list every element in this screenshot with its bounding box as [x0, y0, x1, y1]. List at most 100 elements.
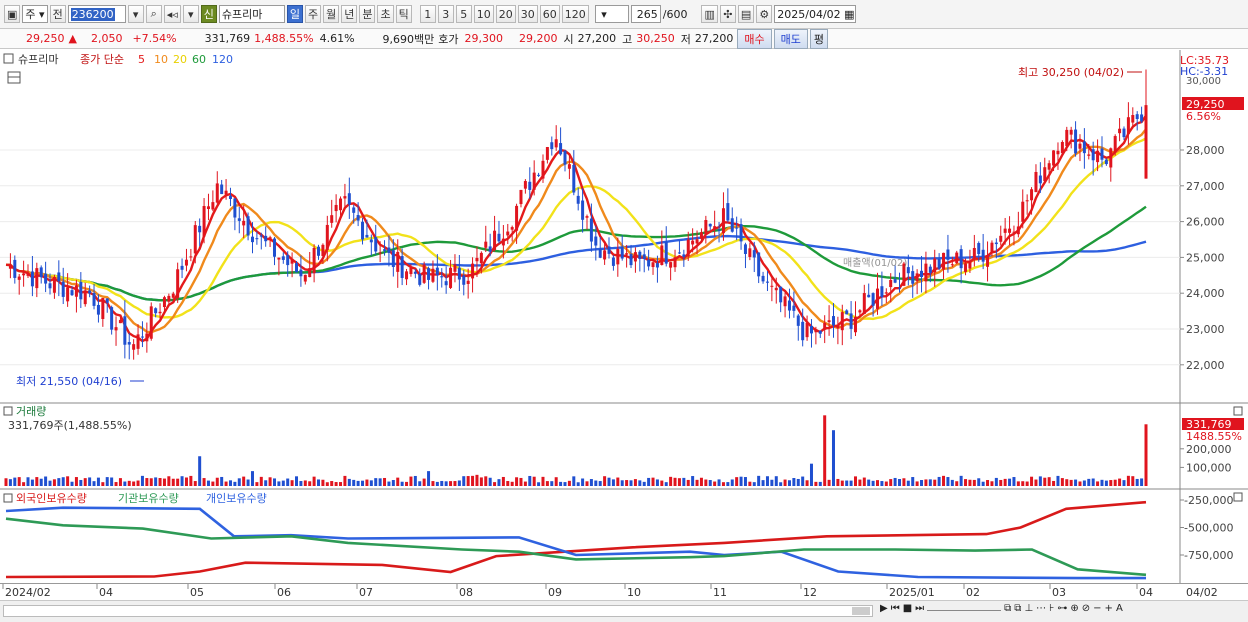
volume-bar [735, 477, 739, 486]
candle-body [981, 249, 985, 262]
stop-icon[interactable]: ■ [902, 603, 913, 614]
volume-bar [972, 479, 976, 486]
scrollbar-thumb[interactable] [852, 607, 870, 615]
interval-select[interactable]: ▾ [594, 5, 629, 23]
save-icon[interactable]: ▤ [737, 5, 755, 23]
period-button-2[interactable]: 월 [323, 5, 340, 23]
volume-bar [761, 480, 765, 486]
volume-bar [488, 477, 492, 486]
volume-bar [1052, 480, 1056, 486]
candle-body [277, 257, 281, 260]
font-size-icon[interactable]: A [1115, 603, 1123, 614]
candle-body [497, 233, 501, 242]
candle-body [906, 267, 910, 274]
candle-body [272, 238, 276, 257]
search-icon[interactable]: ⌕ [145, 5, 162, 23]
crosshair-icon[interactable]: ✣ [719, 5, 736, 23]
interval-button-1[interactable]: 1 [419, 5, 436, 23]
scroll-right-icon[interactable]: ▶ [880, 603, 888, 614]
volume-bar [317, 479, 321, 486]
volume-bar [699, 477, 703, 486]
split-icon[interactable]: ⧉ [1004, 603, 1012, 614]
code-input[interactable]: 236200 [67, 5, 126, 23]
price-tick-label: 27,000 [1186, 180, 1225, 193]
zoom-slider[interactable] [927, 610, 1002, 611]
candle-body [1021, 201, 1025, 222]
candle-body [158, 311, 162, 314]
interval-button-120[interactable]: 120 [561, 5, 589, 23]
candle-body [167, 295, 171, 302]
candle-body [915, 273, 919, 282]
range-icon[interactable]: ⊶ [1057, 603, 1068, 614]
layout-icon[interactable]: ▣ [4, 5, 21, 23]
interval-button-20[interactable]: 20 [495, 5, 516, 23]
volume-bar [792, 478, 796, 486]
hoga-label: 호가 [438, 32, 459, 46]
gear-icon[interactable]: ⚙ [756, 5, 773, 23]
lines-icon[interactable]: ⋯ [1036, 603, 1047, 614]
candle-body [1131, 115, 1135, 123]
candle-body [1047, 163, 1051, 170]
stock-chart[interactable]: 28,000 27,000 26,000 25,000 24,000 23,000 22,0… [0, 50, 1248, 583]
date-input[interactable]: 2025/04/02 ▦ [774, 5, 857, 23]
market-select[interactable]: 주 ▾ [22, 5, 48, 23]
prev-page-icon[interactable]: ⏮ [890, 603, 900, 614]
dropdown-icon[interactable]: ▾ [127, 5, 144, 23]
candle-body [189, 256, 193, 258]
chevron-down-icon[interactable]: ▾ [182, 5, 199, 23]
candle-body [206, 206, 210, 209]
holdings-panel-icon[interactable] [3, 493, 13, 503]
candle-body [427, 268, 431, 280]
candle-body [281, 256, 285, 260]
period-button-4[interactable]: 분 [359, 5, 376, 23]
interval-button-3[interactable]: 3 [437, 5, 454, 23]
candle-body [616, 249, 620, 265]
volume-bar [1030, 476, 1034, 486]
zoom-out-icon[interactable]: − [1093, 603, 1102, 614]
period-button-1[interactable]: 주 [304, 5, 322, 23]
compare-icon[interactable]: ⧉ [1014, 603, 1022, 614]
panel-menu-icon[interactable] [3, 53, 14, 64]
candle-body [752, 250, 756, 258]
price-tick-label: 26,000 [1186, 216, 1225, 229]
period-button-6[interactable]: 틱 [395, 5, 412, 23]
volume-bar [968, 479, 972, 486]
volume-bar [242, 476, 246, 486]
interval-button-30[interactable]: 30 [517, 5, 538, 23]
volume-panel-icon[interactable] [3, 406, 13, 416]
expand-icon[interactable]: ⊘ [1081, 603, 1091, 614]
buy-button[interactable]: 매수 [737, 28, 772, 49]
sell-button[interactable]: 매도 [773, 28, 808, 49]
candle-icon[interactable]: ▥ [701, 5, 718, 23]
interval-button-5[interactable]: 5 [455, 5, 472, 23]
next-page-icon[interactable]: ⏭ [915, 603, 925, 614]
period-button-0[interactable]: 일 [286, 5, 303, 23]
period-button-5[interactable]: 초 [377, 5, 394, 23]
count-input[interactable]: 265 [630, 5, 661, 23]
candle-body [418, 273, 422, 285]
interval-button-10[interactable]: 10 [473, 5, 494, 23]
cursor-icon[interactable]: ⊦ [1049, 603, 1055, 614]
speaker-icon[interactable]: ◂◃ [163, 5, 181, 23]
prev-button[interactable]: 전 [49, 5, 66, 23]
volume-bar [1025, 481, 1029, 486]
volume-bar [220, 476, 224, 486]
interval-button-60[interactable]: 60 [539, 5, 560, 23]
volume-bar [532, 476, 536, 486]
stock-name-field[interactable]: 슈프리마 [218, 5, 285, 23]
holdings-close-icon[interactable] [1233, 492, 1243, 502]
volume-close-icon[interactable] [1233, 406, 1243, 416]
x-axis-labels: 2024/02 04 05 06 07 08 09 10 11 12 2025/01 02 03 04 [2, 584, 1153, 599]
volume-bar [796, 478, 800, 486]
ruler-icon[interactable]: ⊥ [1024, 603, 1034, 614]
candle-body [999, 235, 1003, 242]
candle-body [774, 287, 778, 291]
volume-bar [162, 478, 166, 486]
candle-body [523, 181, 527, 189]
zoom-in-icon[interactable]: ⊕ [1070, 603, 1079, 614]
eval-button[interactable]: 평 [809, 28, 829, 49]
scrollbar-track[interactable] [3, 605, 873, 617]
plus-icon[interactable]: + [1104, 603, 1113, 614]
period-button-3[interactable]: 년 [341, 5, 358, 23]
volume-bar [118, 478, 122, 486]
